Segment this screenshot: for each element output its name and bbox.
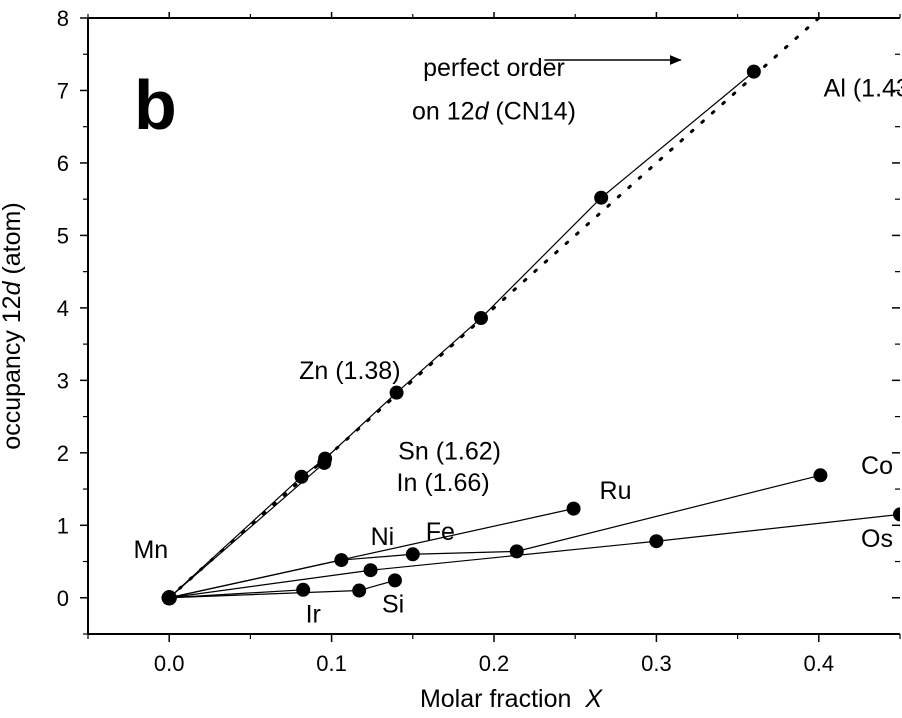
y-axis-title-post: (atom)	[0, 202, 26, 281]
x-axis-title-text: Molar fraction	[420, 685, 571, 713]
x-axis-title-var: X	[584, 685, 603, 713]
plot-area	[161, 18, 900, 606]
data-point	[509, 544, 524, 559]
annotation-label: Zn (1.38)	[299, 357, 400, 385]
y-axis: 0 1 2 3 4 5 6 7 8	[57, 6, 900, 635]
series-line	[168, 462, 325, 599]
y-axis-title-var: d	[0, 280, 26, 295]
y-tick-label: 5	[57, 223, 69, 248]
y-tick-label: 7	[57, 78, 69, 103]
data-point	[387, 573, 402, 588]
annotation-label-var: d	[475, 97, 490, 125]
annotation-label: Fe	[426, 518, 455, 546]
x-tick-label: 0.4	[804, 651, 835, 676]
panel-label: b	[134, 66, 177, 144]
data-point	[296, 582, 311, 597]
x-tick-label: 0.0	[154, 651, 185, 676]
series-line	[168, 71, 755, 599]
data-point	[317, 455, 332, 470]
plot-clip-group	[161, 18, 900, 606]
annotation-label: Ir	[306, 600, 321, 628]
annotation-label: Ru	[600, 477, 632, 505]
annotation-label: Sn (1.62)	[398, 437, 501, 465]
annotation-label: on 12d (CN14)	[412, 97, 576, 125]
series-line	[169, 474, 821, 599]
y-axis-title: occupancy 12d (atom)	[0, 202, 26, 449]
annotation-label: Al (1.43)	[824, 74, 902, 102]
y-tick-label: 1	[57, 513, 69, 538]
x-axis-title: Molar fraction X	[420, 685, 603, 713]
data-point	[161, 590, 177, 606]
annotation-label: perfect order	[423, 54, 565, 82]
x-tick-label: 0.1	[316, 651, 347, 676]
data-point	[294, 469, 309, 484]
x-tick-label: 0.3	[641, 651, 672, 676]
y-tick-label: 4	[57, 296, 69, 321]
annotation-label: Os	[861, 525, 893, 553]
data-point	[746, 64, 761, 79]
data-point	[813, 468, 828, 483]
y-axis-title-pre: occupancy 12	[0, 295, 26, 449]
annotation-label: In (1.66)	[397, 469, 490, 497]
annotations: Mn Zn (1.38) Sn (1.62) In (1.66) Ru Co Os Ni Fe I…	[133, 54, 902, 628]
data-point	[389, 385, 404, 400]
data-point	[474, 311, 489, 326]
data-point	[649, 534, 664, 549]
data-point	[363, 563, 378, 578]
x-tick-label: 0.2	[479, 651, 510, 676]
y-tick-label: 6	[57, 151, 69, 176]
y-tick-label: 3	[57, 368, 69, 393]
annotation-label-part: (CN14)	[488, 97, 576, 125]
annotation-label-part: on 12	[412, 97, 475, 125]
x-axis: 0.0 0.1 0.2 0.3 0.4	[87, 12, 901, 676]
data-point	[334, 553, 349, 568]
data-point	[594, 190, 609, 205]
data-point	[405, 547, 420, 562]
annotation-label: Ni	[371, 523, 395, 551]
data-point	[352, 583, 367, 598]
y-tick-label: 0	[57, 586, 69, 611]
data-point	[566, 501, 581, 516]
data-point	[893, 507, 900, 522]
annotation-label: Mn	[133, 536, 168, 564]
y-tick-label: 8	[57, 6, 69, 31]
annotation-label: Si	[382, 590, 404, 618]
series-line	[169, 513, 900, 599]
annotation-label: Co	[861, 452, 893, 480]
y-tick-label: 2	[57, 441, 69, 466]
